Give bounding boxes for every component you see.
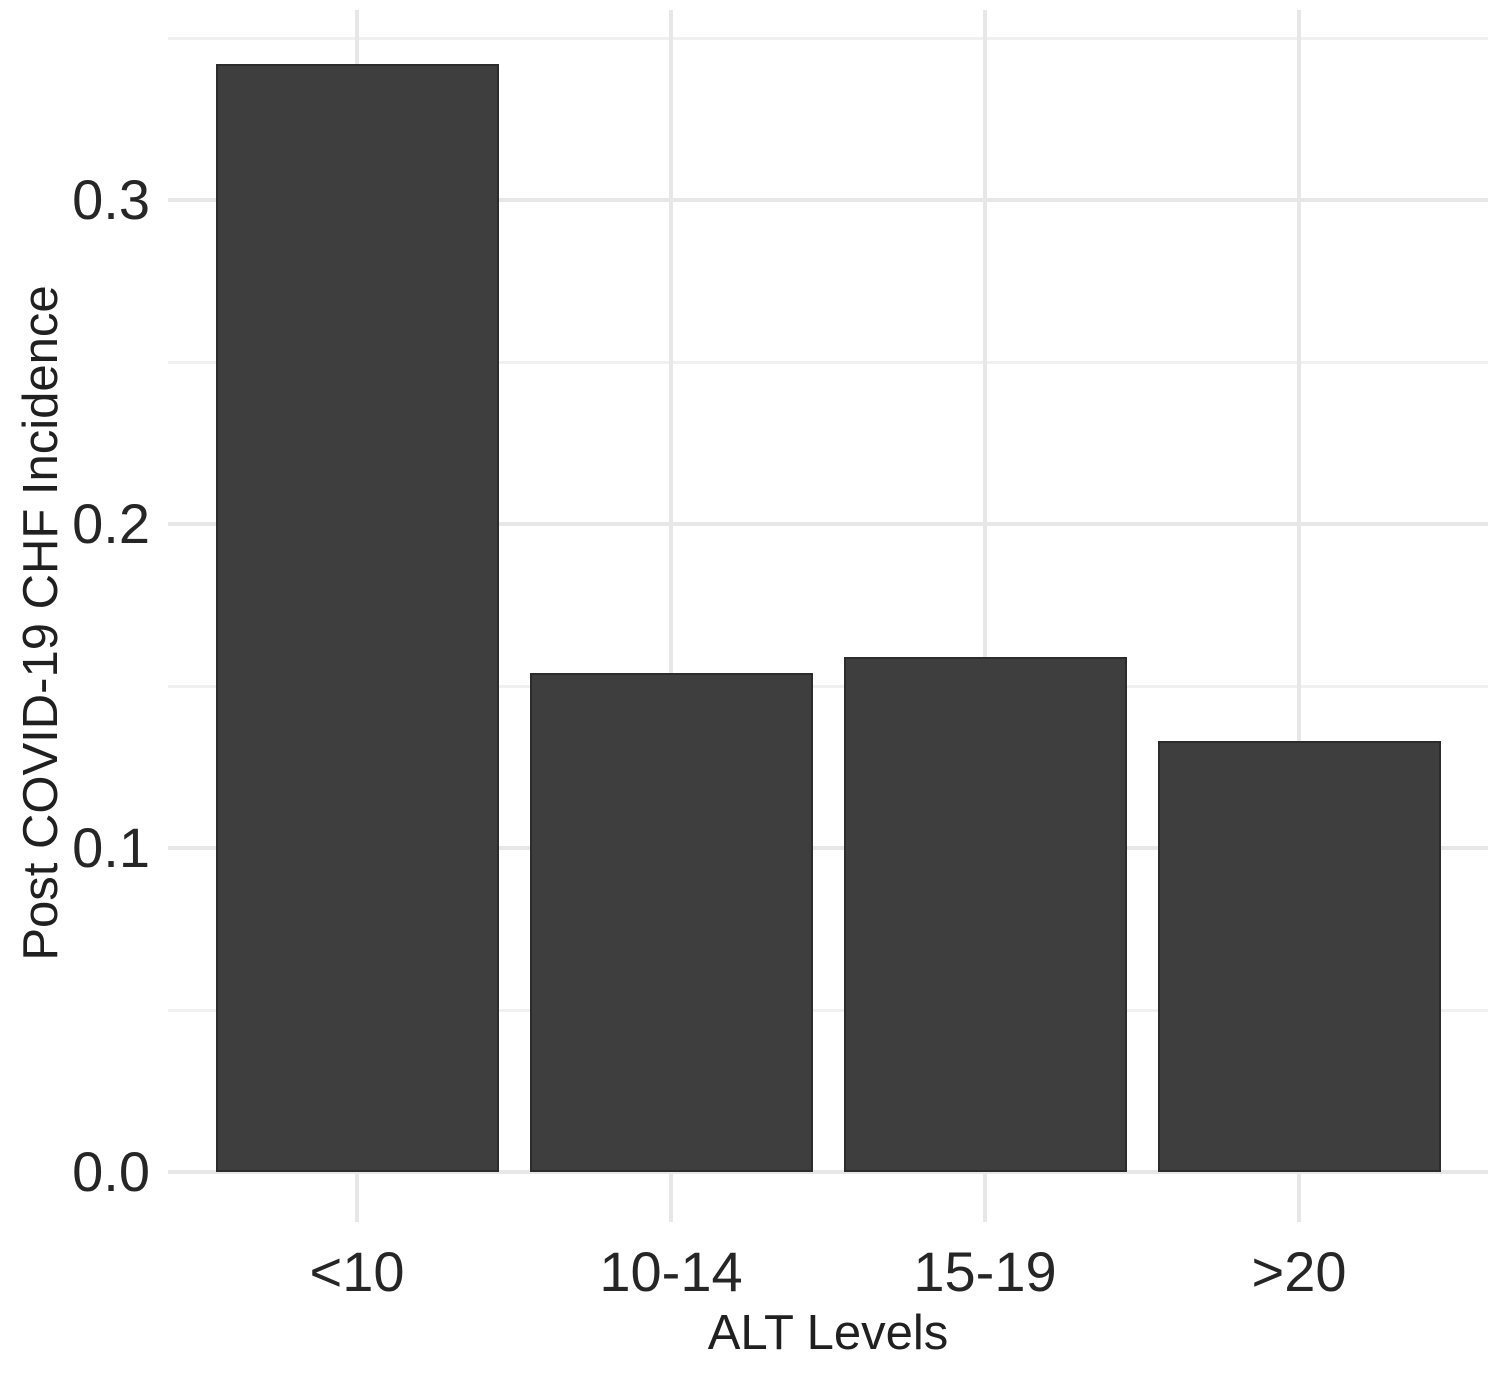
bar bbox=[529, 673, 813, 1172]
y-tick-label: 0.3 bbox=[72, 168, 150, 231]
x-tick-label: <10 bbox=[309, 1240, 405, 1303]
major-gridline-y bbox=[168, 846, 1488, 850]
x-tick-label: 10-14 bbox=[599, 1240, 743, 1303]
major-gridline-y bbox=[168, 198, 1488, 202]
plot-panel bbox=[168, 10, 1488, 1222]
y-tick-label: 0.0 bbox=[72, 1140, 150, 1203]
bar bbox=[1157, 741, 1441, 1172]
minor-gridline-y bbox=[168, 1009, 1488, 1012]
x-tick-label: >20 bbox=[1251, 1240, 1347, 1303]
major-gridline-x bbox=[983, 10, 987, 1222]
minor-gridline-y bbox=[168, 685, 1488, 688]
major-gridline-y bbox=[168, 1170, 1488, 1174]
major-gridline-x bbox=[1297, 10, 1301, 1222]
minor-gridline-y bbox=[168, 37, 1488, 40]
y-tick-label: 0.2 bbox=[72, 492, 150, 555]
minor-gridline-y bbox=[168, 361, 1488, 364]
x-axis-title: ALT Levels bbox=[707, 1306, 949, 1360]
bar bbox=[215, 64, 499, 1172]
x-tick-label: 15-19 bbox=[913, 1240, 1057, 1303]
major-gridline-y bbox=[168, 522, 1488, 526]
bar bbox=[843, 657, 1127, 1172]
y-tick-label: 0.1 bbox=[72, 816, 150, 879]
y-axis-title: Post COVID-19 CHF Incidence bbox=[14, 285, 68, 961]
major-gridline-x bbox=[669, 10, 673, 1222]
